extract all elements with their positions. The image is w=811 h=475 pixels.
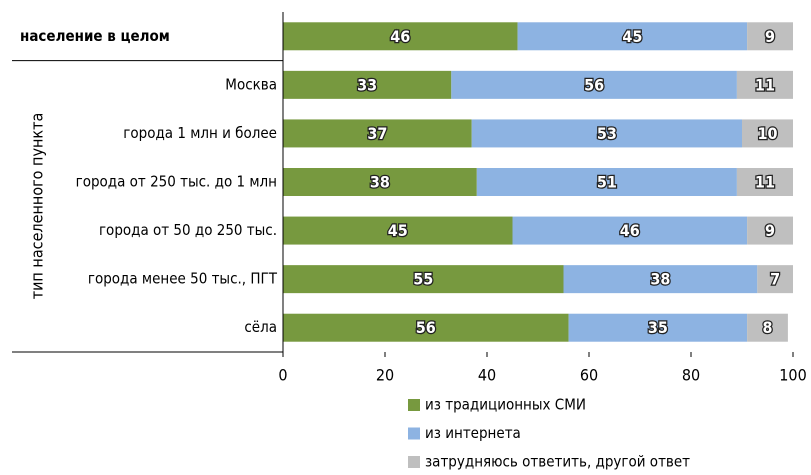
x-tick-label: 0 [278, 366, 287, 385]
value-label: 11 [755, 173, 775, 192]
bar-segment [568, 313, 748, 342]
value-label: 51 [597, 173, 617, 192]
bar-segment [512, 216, 748, 245]
y-tick-label: города 1 млн и более [123, 124, 277, 142]
value-label: 46 [390, 27, 410, 46]
x-tick-label: 100 [779, 366, 806, 385]
value-label: 7 [770, 270, 780, 289]
x-tick-label: 60 [580, 366, 598, 385]
bar-segment [451, 70, 737, 99]
value-label: 35 [648, 318, 668, 337]
bar-segment [283, 70, 452, 99]
value-label: 55 [413, 270, 433, 289]
legend-label: из традиционных СМИ [425, 396, 586, 414]
value-label: 53 [597, 124, 617, 143]
y-tick-label: сёла [244, 318, 277, 336]
value-label: 33 [357, 75, 377, 94]
bar-segment [757, 265, 793, 294]
value-label: 37 [367, 124, 387, 143]
x-tick-label: 20 [376, 366, 394, 385]
bar-segment [736, 168, 793, 196]
y-tick-label: население в целом [20, 27, 170, 45]
y-tick-label: города от 250 тыс. до 1 млн [76, 173, 277, 191]
value-label: 45 [388, 221, 408, 240]
value-label: 11 [755, 75, 775, 94]
bar-segment [517, 22, 748, 51]
y-axis-label: тип населенного пункта [28, 113, 47, 300]
y-tick-label: Москва [225, 75, 277, 93]
bar-segment [283, 168, 477, 196]
bar-segment [283, 119, 472, 148]
value-label: 38 [370, 173, 390, 192]
y-tick-label: города менее 50 тыс., ПГТ [88, 270, 278, 288]
bar-segment [283, 22, 518, 51]
bar-segment [471, 119, 742, 148]
value-label: 10 [757, 124, 777, 143]
bar-segment [283, 265, 564, 294]
value-label: 45 [622, 27, 642, 46]
bar-segment [476, 168, 737, 196]
bar-segment [563, 265, 758, 294]
value-label: 46 [620, 221, 640, 240]
legend-label: из интернета [425, 424, 521, 442]
bar-segment [736, 70, 793, 99]
value-label: 38 [650, 270, 670, 289]
value-label: 56 [416, 318, 436, 337]
bar-segment [283, 313, 569, 342]
bar-segment [742, 119, 793, 148]
legend-swatch [408, 399, 420, 411]
value-label: 9 [765, 221, 775, 240]
bar-segment [283, 216, 513, 245]
bar-segment [747, 313, 788, 342]
legend-swatch [408, 456, 420, 468]
bar-segment [747, 22, 793, 51]
value-label: 56 [584, 75, 604, 94]
x-tick-label: 40 [478, 366, 496, 385]
value-label: 9 [765, 27, 775, 46]
value-label: 8 [762, 318, 772, 337]
legend-label: затрудняюсь ответить, другой ответ [425, 453, 690, 471]
x-tick-label: 80 [682, 366, 700, 385]
legend-swatch [408, 427, 420, 440]
y-tick-label: города от 50 до 250 тыс. [99, 221, 277, 239]
bar-segment [747, 216, 793, 245]
